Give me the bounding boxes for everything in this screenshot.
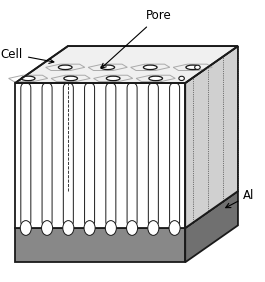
Text: Pore: Pore [101, 9, 172, 68]
Ellipse shape [195, 65, 200, 69]
FancyBboxPatch shape [127, 83, 137, 227]
Ellipse shape [149, 76, 162, 81]
Ellipse shape [106, 76, 120, 81]
Polygon shape [185, 46, 238, 228]
Ellipse shape [58, 65, 72, 70]
Ellipse shape [105, 221, 116, 235]
Polygon shape [15, 228, 185, 262]
Ellipse shape [127, 221, 138, 235]
Text: Cell: Cell [1, 47, 54, 63]
Polygon shape [15, 83, 185, 228]
Ellipse shape [42, 221, 53, 235]
Ellipse shape [64, 76, 77, 81]
FancyBboxPatch shape [21, 83, 31, 227]
FancyBboxPatch shape [42, 83, 52, 227]
Polygon shape [15, 46, 238, 83]
Ellipse shape [179, 76, 184, 81]
Ellipse shape [143, 65, 157, 70]
Ellipse shape [21, 76, 35, 81]
FancyBboxPatch shape [85, 83, 95, 227]
FancyBboxPatch shape [170, 83, 180, 227]
FancyBboxPatch shape [106, 83, 116, 227]
Ellipse shape [169, 221, 180, 235]
FancyBboxPatch shape [63, 83, 73, 227]
Text: Al: Al [226, 189, 255, 208]
Ellipse shape [101, 65, 114, 70]
FancyBboxPatch shape [148, 83, 158, 227]
Ellipse shape [84, 221, 95, 235]
Polygon shape [185, 191, 238, 262]
Ellipse shape [20, 221, 31, 235]
Ellipse shape [148, 221, 159, 235]
Ellipse shape [63, 221, 74, 235]
Polygon shape [15, 191, 238, 228]
Ellipse shape [186, 65, 200, 70]
